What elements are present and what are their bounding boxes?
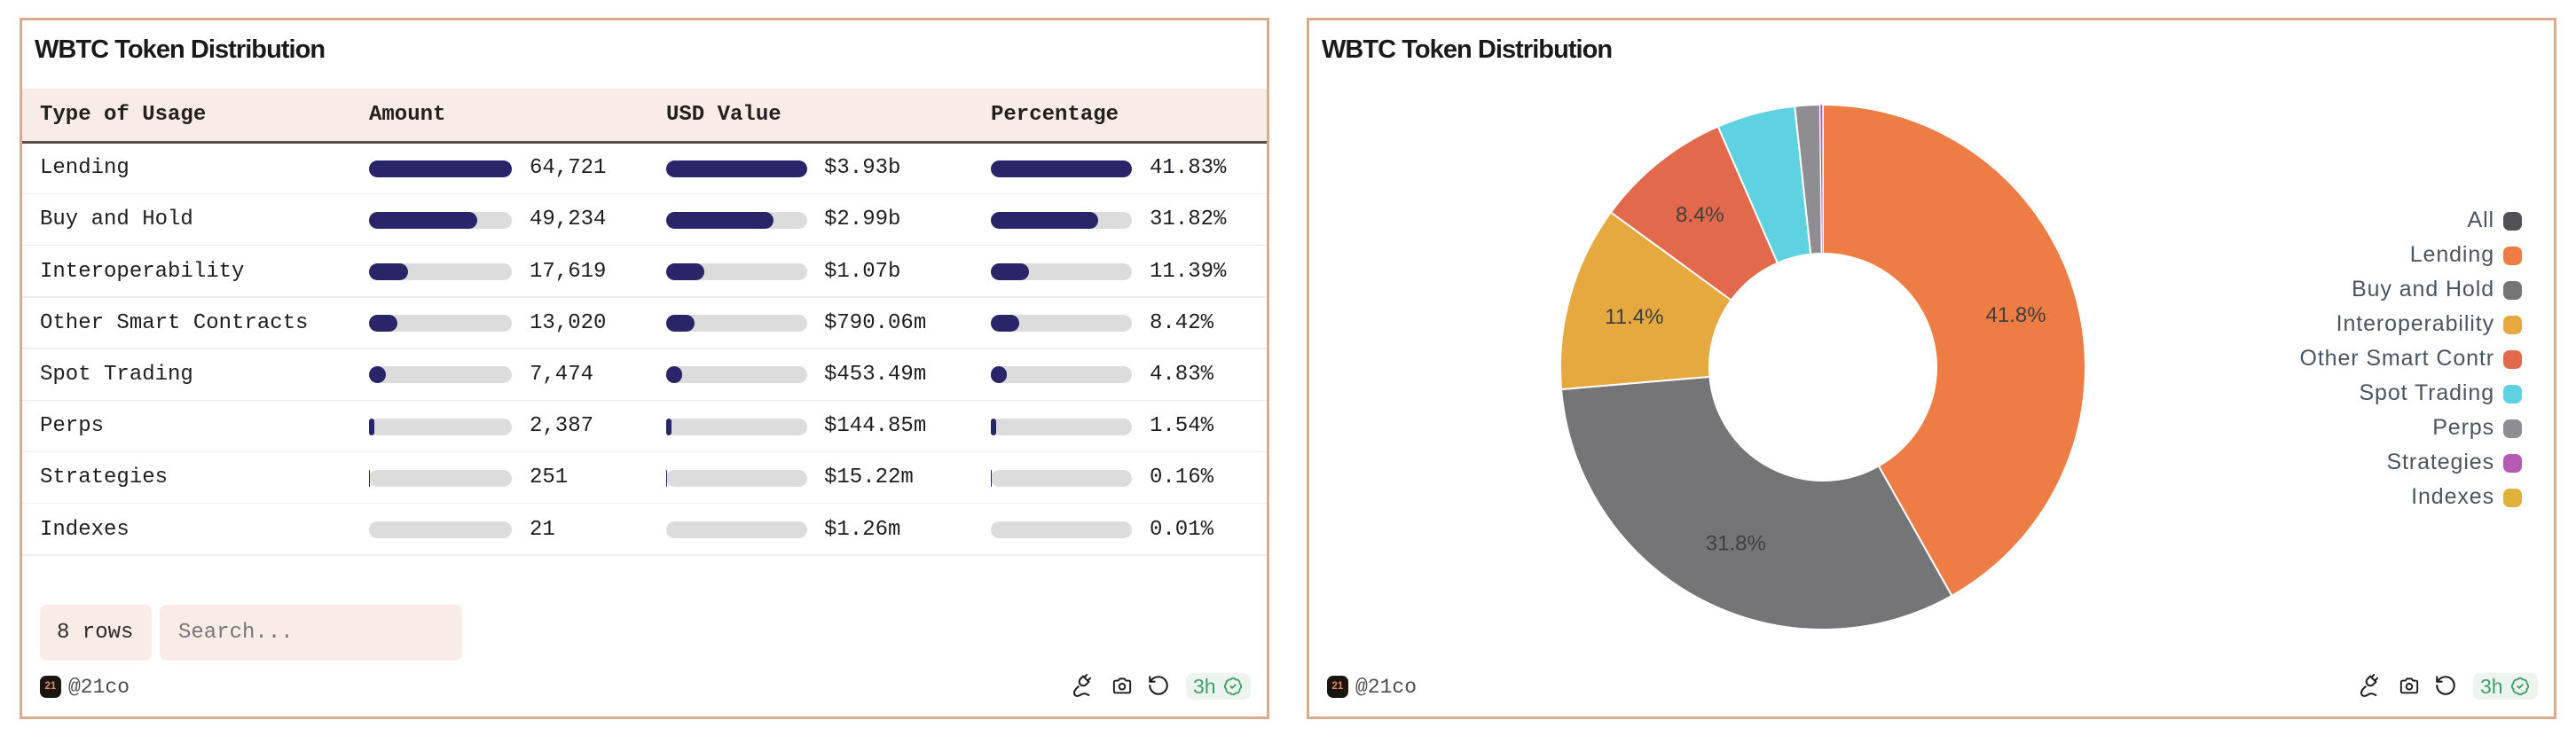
- svg-text:8.4%: 8.4%: [1676, 203, 1724, 227]
- svg-text:41.8%: 41.8%: [1986, 303, 2046, 327]
- svg-text:11.4%: 11.4%: [1605, 305, 1663, 329]
- svg-text:31.8%: 31.8%: [1706, 531, 1766, 555]
